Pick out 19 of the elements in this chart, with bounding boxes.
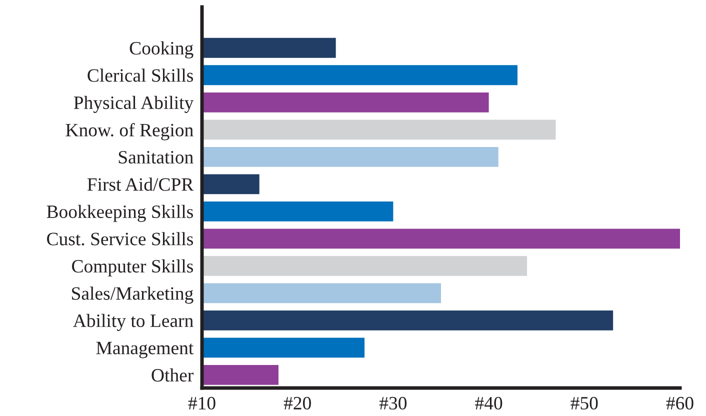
y-tick-label: Sanitation <box>118 150 194 164</box>
y-tick-label: Clerical Skills <box>88 68 193 82</box>
x-tick-label: #10 <box>188 396 216 410</box>
y-tick-label: Cooking <box>130 41 194 58</box>
x-tick-label: #50 <box>570 396 598 410</box>
y-tick-label: Sales/Marketing <box>72 286 194 304</box>
x-tick-label: #60 <box>666 396 694 410</box>
x-tick-label: #20 <box>284 396 311 410</box>
y-tick-label: First Aid/CPR <box>87 178 194 191</box>
y-tick-label: Physical Ability <box>74 96 194 113</box>
x-tick-label: #30 <box>379 396 407 410</box>
y-tick-label: Other <box>152 368 194 382</box>
y-tick-label: Bookkeeping Skills <box>46 204 193 222</box>
y-tick-label: Know. of Region <box>66 123 194 140</box>
y-tick-label: Cust. Service Skills <box>47 232 193 246</box>
y-tick-label: Ability to Learn <box>73 314 194 331</box>
y-tick-label: Management <box>96 342 194 358</box>
x-tick-label: #40 <box>475 396 502 410</box>
y-tick-label: Computer Skills <box>72 259 193 276</box>
